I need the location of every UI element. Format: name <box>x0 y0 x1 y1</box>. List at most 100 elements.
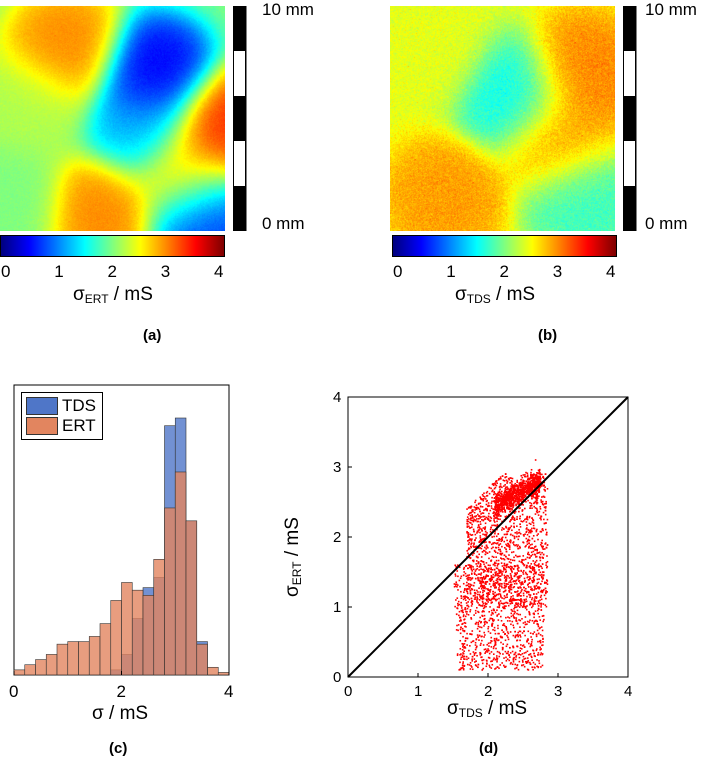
scatter-point <box>497 593 499 596</box>
scatter-point <box>530 482 533 485</box>
scatter-point <box>519 613 522 616</box>
scatter-point <box>515 484 518 486</box>
scatter-point <box>462 667 464 670</box>
scatter-point <box>510 623 512 626</box>
scatter-point <box>546 487 549 490</box>
scatter-point <box>503 479 506 482</box>
scatter-point <box>510 519 512 521</box>
scatter-point <box>526 540 528 543</box>
scatter-point <box>536 495 538 497</box>
scatter-point <box>533 598 536 600</box>
scatter-point <box>521 487 524 489</box>
scatter-point <box>481 539 483 542</box>
scatter-point <box>497 508 499 510</box>
scatter-point <box>525 528 528 530</box>
colorbar-tick-a-3: 3 <box>160 262 171 281</box>
scatter-point <box>475 545 478 548</box>
scatter-point <box>487 642 490 645</box>
scatter-point <box>512 490 515 493</box>
scatter-point <box>501 572 503 575</box>
scatter-point <box>526 533 529 536</box>
scatter-point <box>542 477 545 479</box>
scatter-point <box>518 528 520 531</box>
scatter-point <box>481 614 483 617</box>
histogram-bar-ert-10 <box>121 582 133 676</box>
scatter-point <box>528 539 531 542</box>
scatter-point <box>503 562 506 565</box>
scatter-point <box>493 609 495 612</box>
scatter-point <box>475 560 478 562</box>
scatter-point <box>539 565 542 567</box>
scatter-point <box>540 484 543 487</box>
scatter-point <box>536 648 538 650</box>
scatter-point <box>504 633 506 635</box>
scatter-point <box>519 507 521 509</box>
scatter-point <box>531 494 533 497</box>
scatter-point <box>491 617 494 620</box>
scatter-point <box>533 589 535 591</box>
scatter-point <box>503 577 506 579</box>
scatter-point <box>517 590 519 592</box>
scatter-point <box>527 480 529 483</box>
scatter-point <box>504 639 507 642</box>
scatter-point <box>533 631 536 633</box>
scatter-point <box>528 612 531 614</box>
scatter-point <box>467 536 469 538</box>
scatter-point <box>535 596 538 598</box>
scatter-point <box>510 615 513 618</box>
scatter-point <box>521 476 524 479</box>
scatter-point <box>521 484 523 487</box>
scatter-point <box>519 485 522 487</box>
scatter-point <box>528 545 531 548</box>
scatter-point <box>483 528 486 531</box>
scatter-point <box>524 621 526 623</box>
scatter-point <box>488 593 491 595</box>
scatter-point <box>498 544 500 546</box>
scatter-point <box>519 650 521 652</box>
scatter-point <box>496 482 499 485</box>
scatter-point <box>546 583 549 585</box>
scatter-point <box>485 551 487 553</box>
scatter-point <box>489 617 492 620</box>
scatter-point <box>475 508 478 511</box>
scatter-point <box>466 590 469 593</box>
scatter-point <box>521 588 523 591</box>
scatter-point <box>530 641 533 643</box>
scatter-point <box>509 533 512 536</box>
scatter-point <box>508 617 511 619</box>
scatter-point <box>540 606 542 608</box>
scatter-point <box>485 533 488 536</box>
colorbar-tick-a-0: 0 <box>1 262 11 281</box>
scatter-point <box>473 518 475 521</box>
scatter-point <box>508 540 511 543</box>
scatter-point <box>470 584 473 586</box>
scatter-xtick-3: 3 <box>554 683 563 700</box>
scatter-point <box>484 527 486 530</box>
scatter-point <box>516 479 519 482</box>
scatter-point <box>514 488 517 491</box>
scatter-point <box>499 582 501 585</box>
scatter-point <box>464 608 467 611</box>
reference-line <box>347 396 629 678</box>
scatter-point <box>535 498 538 501</box>
scatter-point <box>483 563 485 566</box>
scatter-point <box>514 604 516 607</box>
scatter-point <box>500 477 502 480</box>
scatter-point <box>490 567 492 569</box>
scatter-point <box>538 569 540 571</box>
scatter-point <box>510 501 512 504</box>
scatter-point <box>474 570 477 572</box>
scatter-point <box>530 643 533 645</box>
scatter-point <box>525 521 528 523</box>
scatter-point <box>531 598 533 601</box>
scatter-point <box>506 498 508 501</box>
scatter-point <box>501 583 503 585</box>
scatter-point <box>536 620 538 623</box>
scatter-point <box>477 602 479 604</box>
histogram-bar-ert-9 <box>110 600 122 676</box>
scatter-point <box>516 496 519 498</box>
scatter-point <box>532 519 535 522</box>
scatter-point <box>477 513 479 516</box>
scatter-point <box>472 519 475 522</box>
scatter-xlabel: σTDS / mS <box>447 698 528 720</box>
